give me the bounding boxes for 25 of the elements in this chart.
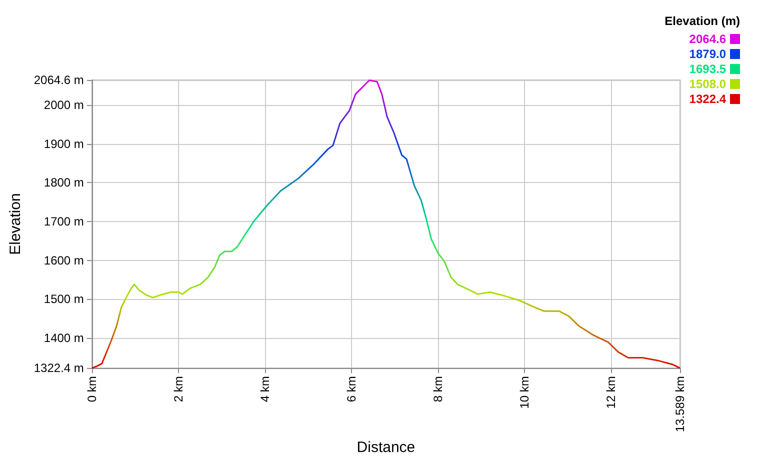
- y-tick-label: 1800 m: [44, 176, 84, 190]
- y-tick-label: 2000 m: [44, 98, 84, 112]
- x-tick-label: 10 km: [518, 376, 532, 409]
- y-axis-title: Elevation: [7, 193, 24, 255]
- text: 1879.0: [689, 47, 726, 61]
- y-tick-label: 1700 m: [44, 214, 84, 229]
- x-tick-label: 0 km: [84, 376, 99, 402]
- x-tick-label: 2 km: [171, 376, 186, 402]
- y-tick-label: 1322.4 m: [34, 361, 84, 376]
- color-bar-title: Elevation (m): [664, 14, 740, 29]
- y-tick-label: 1900 m: [44, 136, 84, 151]
- x-tick-label: 4 km: [258, 376, 272, 402]
- x-tick-label: 6 km: [344, 376, 359, 402]
- text: 2064.6: [689, 32, 726, 46]
- x-tick-label: 12 km: [604, 376, 618, 409]
- y-tick-label: 1400 m: [44, 330, 84, 345]
- text: 1693.5: [689, 62, 726, 76]
- x-axis-title: Distance: [356, 439, 416, 456]
- text: 1322.4: [689, 92, 726, 106]
- x-tick-label: 13.589 km: [673, 376, 687, 432]
- y-tick-label: 1500 m: [44, 292, 84, 306]
- y-tick-label: 1600 m: [44, 253, 84, 268]
- x-tick-label: 8 km: [431, 376, 446, 402]
- y-tick-label: 2064.6 m: [34, 73, 84, 87]
- text: 1508.0: [689, 77, 726, 91]
